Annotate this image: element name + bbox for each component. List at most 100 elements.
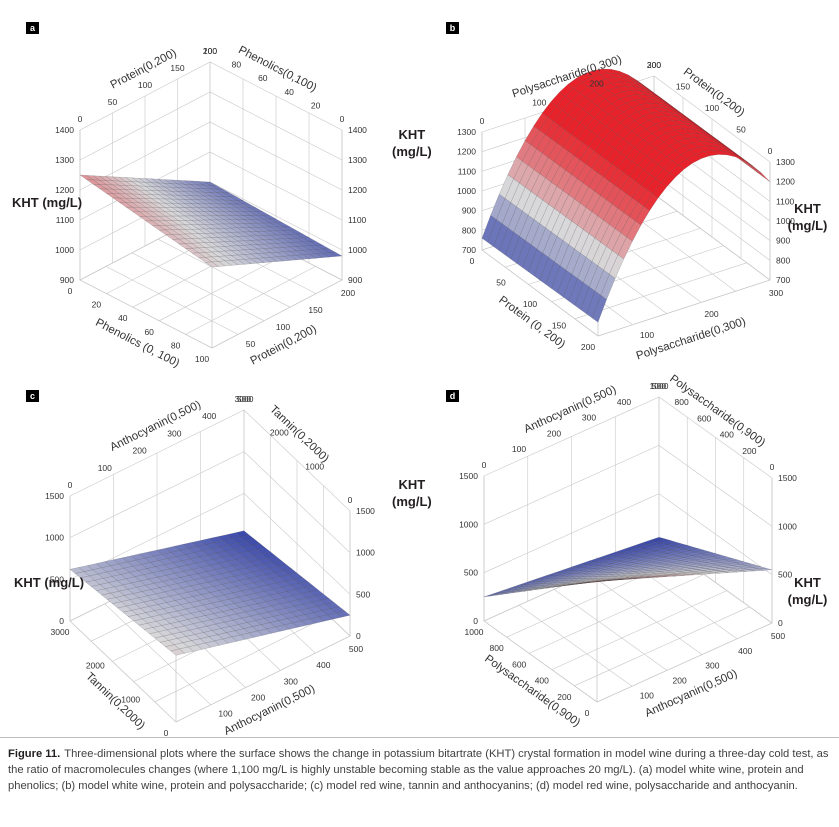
tick-label-z-right: 1000 xyxy=(356,548,375,558)
tick-label-z-right: 1200 xyxy=(348,185,367,195)
floor-grid-line xyxy=(588,573,703,655)
tick-label-z-left: 1300 xyxy=(457,127,476,137)
tick-label-z-right: 1400 xyxy=(348,125,367,135)
tick-label-z-left: 1500 xyxy=(45,491,64,501)
tick-label-z-right: 1000 xyxy=(348,245,367,255)
tick-label-front-right: 50 xyxy=(246,339,256,349)
tick-label-back-left: 500 xyxy=(652,381,666,391)
surface-mesh xyxy=(481,68,771,323)
tick-label-z-right: 500 xyxy=(356,589,370,599)
surface-cell xyxy=(729,152,745,161)
tick-label-back-right: 3000 xyxy=(235,394,254,404)
tick-label-back-right: 150 xyxy=(676,82,690,92)
tick-label-back-right: 0 xyxy=(770,462,775,472)
panel-letter: d xyxy=(446,390,459,402)
tick-label-front-right: 200 xyxy=(341,288,355,298)
tick-label-front-right: 400 xyxy=(738,646,752,656)
tick-label-back-right: 600 xyxy=(697,413,711,423)
tick-label-back-right: 0 xyxy=(348,495,353,505)
tick-label-front-right: 200 xyxy=(673,675,687,685)
axis-title-back-left: Anthocyanin(0,500) xyxy=(522,384,618,436)
tick-label-front-left: 80 xyxy=(171,340,181,350)
tick-label-front-left: 0 xyxy=(585,708,590,718)
tick-label-back-right: 200 xyxy=(647,60,661,70)
floor-grid-line xyxy=(574,606,750,687)
tick-label-z-left: 1000 xyxy=(55,245,74,255)
tick-label-front-left: 20 xyxy=(92,300,102,310)
tick-label-front-left: 50 xyxy=(496,278,506,288)
tick-label-z-right: 900 xyxy=(348,275,362,285)
box-walls xyxy=(69,409,351,723)
tick-label-z-right: 500 xyxy=(778,570,792,580)
tick-label-z-left: 1000 xyxy=(45,533,64,543)
tick-label-front-right: 100 xyxy=(640,690,654,700)
tick-label-z-right: 700 xyxy=(776,275,790,285)
wall-grid-line xyxy=(79,61,343,131)
tick-label-front-left: 1000 xyxy=(121,694,140,704)
floor-grid-line xyxy=(154,615,329,703)
surface-cell xyxy=(749,164,765,178)
tick-label-back-right: 1000 xyxy=(650,381,669,391)
tick-label-z-left: 900 xyxy=(60,275,74,285)
tick-label-front-left: 40 xyxy=(118,313,128,323)
tick-label-z-left: 900 xyxy=(462,206,476,216)
tick-label-front-right: 500 xyxy=(771,631,785,641)
surface-plot-a: 0204060801005010015020005010015020010080… xyxy=(55,44,367,370)
tick-label-front-left: 60 xyxy=(144,327,154,337)
tick-label-back-left: 400 xyxy=(202,411,216,421)
tick-label-z-right: 1100 xyxy=(348,215,367,225)
tick-label-z-left: 1000 xyxy=(459,519,478,529)
floor-grid-line xyxy=(157,238,291,308)
tick-label-front-right: 100 xyxy=(218,709,232,719)
tick-label-back-left: 200 xyxy=(203,46,217,56)
wall-grid-line xyxy=(483,444,773,527)
chart-panel-b: b 0 50 100 150 200 100 200 300 0 100 200 300 200 150 1… xyxy=(420,18,839,383)
tick-label-front-left: 800 xyxy=(490,643,504,653)
surface-mesh xyxy=(69,530,351,656)
panel-letter: c xyxy=(26,390,39,402)
tick-label-z-left: 1400 xyxy=(55,125,74,135)
tick-label-back-left: 150 xyxy=(170,63,184,73)
z-axis-label-right: KHT (mg/L) xyxy=(392,477,432,509)
surface-cell xyxy=(755,168,771,182)
floor-grid-line xyxy=(185,266,316,335)
tick-label-z-right: 1300 xyxy=(776,157,795,167)
panel-letter: b xyxy=(446,22,459,34)
surface-cell xyxy=(591,580,606,583)
tick-label-front-left: 1000 xyxy=(465,627,484,637)
tick-label-front-left: 200 xyxy=(581,342,595,352)
tick-label-back-right: 2000 xyxy=(270,428,289,438)
tick-label-front-right: 200 xyxy=(704,309,718,319)
tick-label-z-left: 1500 xyxy=(459,471,478,481)
z-axis-label-left: KHT (mg/L) xyxy=(14,575,85,590)
tick-label-back-left: 0 xyxy=(68,480,73,490)
tick-label-front-right: 300 xyxy=(284,676,298,686)
z-axis-label-left: KHT (mg/L) xyxy=(12,195,83,210)
tick-label-back-right: 80 xyxy=(232,60,242,70)
tick-label-front-left: 3000 xyxy=(51,627,70,637)
floor-grid-line xyxy=(574,262,747,320)
tick-label-z-right: 1500 xyxy=(356,506,375,516)
tick-label-front-left: 0 xyxy=(68,286,73,296)
tick-label-back-right: 800 xyxy=(675,397,689,407)
tick-label-z-right: 0 xyxy=(356,631,361,641)
floor-grid-line xyxy=(159,252,290,322)
tick-label-front-right: 200 xyxy=(251,692,265,702)
tick-label-z-left: 1000 xyxy=(457,186,476,196)
floor-grid-line xyxy=(529,574,705,654)
chart-panel-a: a 0 20 40 60 80 100 50 100 150 200 0 50 100 150 200 100… xyxy=(0,18,432,383)
wall-grid-line xyxy=(79,91,343,161)
tick-label-front-left: 100 xyxy=(523,299,537,309)
tick-label-front-right: 300 xyxy=(769,288,783,298)
tick-label-back-right: 20 xyxy=(311,100,321,110)
tick-label-front-right: 300 xyxy=(705,661,719,671)
surface-cell xyxy=(205,261,219,268)
tick-label-z-left: 800 xyxy=(462,225,476,235)
tick-label-back-left: 200 xyxy=(590,79,604,89)
tick-label-front-left: 600 xyxy=(512,659,526,669)
chart-panel-d: d 1000 800 600 400 200 0 100 200 300 400 500 0 100 20… xyxy=(420,373,839,751)
tick-label-front-right: 100 xyxy=(640,330,654,340)
tick-label-back-right: 0 xyxy=(340,114,345,124)
tick-label-back-right: 100 xyxy=(203,46,217,56)
surface-plot-c: 3000 2000 1000 0 100 200 300 400 500 0 100 200 300 40… xyxy=(45,394,375,738)
